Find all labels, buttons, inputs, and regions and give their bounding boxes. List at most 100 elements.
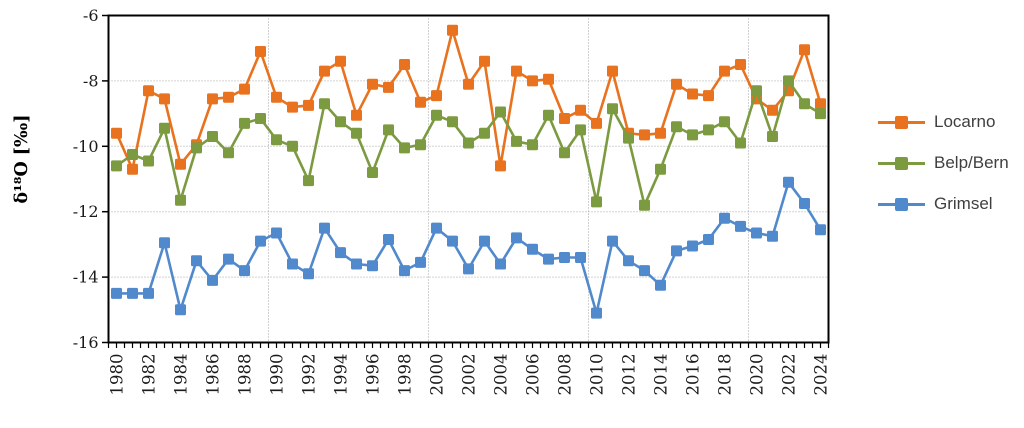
data-point-marker xyxy=(527,243,538,255)
y-tick-label: -12 xyxy=(73,202,99,221)
data-point-marker xyxy=(127,149,138,160)
data-point-marker xyxy=(575,252,586,263)
data-point-marker xyxy=(591,117,602,129)
y-tick-label: -16 xyxy=(73,333,99,352)
x-tick-label: 2000 xyxy=(428,354,447,396)
data-point-marker xyxy=(159,237,170,249)
data-point-marker xyxy=(815,224,826,236)
data-point-marker xyxy=(447,24,458,36)
data-point-marker xyxy=(143,85,154,97)
data-point-marker xyxy=(463,78,474,90)
data-point-marker xyxy=(751,85,762,97)
data-point-marker xyxy=(463,263,474,275)
x-axis-ticks xyxy=(107,342,830,348)
data-point-marker xyxy=(767,104,778,116)
data-point-marker xyxy=(815,108,826,120)
x-tick-label: 2002 xyxy=(460,354,479,396)
data-point-marker xyxy=(239,117,250,129)
data-point-marker xyxy=(447,235,458,247)
data-point-marker xyxy=(271,227,282,239)
data-point-marker xyxy=(335,116,346,128)
data-point-marker xyxy=(495,258,506,270)
data-point-marker xyxy=(703,90,714,102)
legend-item-belp-bern: Belp/Bern xyxy=(878,153,1009,173)
x-tick-label: 2004 xyxy=(492,354,511,396)
gridlines xyxy=(108,15,829,343)
legend: Locarno Belp/Bern Grimsel xyxy=(878,112,1009,235)
x-tick-label: 1994 xyxy=(332,354,351,396)
legend-marker-grimsel-icon xyxy=(878,194,925,214)
x-tick-label: 2016 xyxy=(684,354,703,396)
data-point-marker xyxy=(623,132,634,144)
x-tick-label: 2006 xyxy=(524,354,543,396)
legend-marker-locarno-icon xyxy=(878,112,925,132)
data-point-marker xyxy=(463,137,474,149)
data-point-marker xyxy=(111,127,122,139)
data-point-marker xyxy=(655,279,666,291)
data-point-marker xyxy=(671,78,682,90)
data-point-marker xyxy=(799,44,810,56)
data-point-marker xyxy=(687,240,698,252)
data-point-marker xyxy=(543,253,554,265)
data-point-marker xyxy=(591,196,602,208)
data-point-marker xyxy=(479,55,490,67)
data-point-marker xyxy=(223,253,234,265)
data-point-marker xyxy=(559,252,570,263)
data-point-marker xyxy=(319,222,330,234)
data-point-marker xyxy=(111,287,122,299)
x-tick-label: 1992 xyxy=(300,354,319,396)
data-point-marker xyxy=(127,163,138,175)
data-point-marker xyxy=(719,212,730,224)
y-axis-title: δ¹⁸O [‰] xyxy=(12,114,32,203)
data-point-marker xyxy=(175,194,186,206)
data-point-marker xyxy=(431,222,442,234)
x-tick-label: 2008 xyxy=(556,354,575,396)
data-point-marker xyxy=(431,109,442,121)
data-point-marker xyxy=(287,101,298,113)
x-tick-label: 2010 xyxy=(588,354,607,396)
data-point-marker xyxy=(559,113,570,124)
data-point-marker xyxy=(655,163,666,175)
y-tick-label: -8 xyxy=(83,71,99,90)
data-point-marker xyxy=(143,287,154,299)
x-tick-label: 1990 xyxy=(268,354,287,396)
legend-item-grimsel: Grimsel xyxy=(878,194,1009,214)
data-point-marker xyxy=(351,258,362,270)
data-point-marker xyxy=(495,106,506,118)
data-point-marker xyxy=(111,160,122,172)
data-point-marker xyxy=(783,75,794,87)
data-point-marker xyxy=(703,124,714,136)
data-point-marker xyxy=(175,304,186,316)
data-point-marker xyxy=(271,91,282,103)
plot-border xyxy=(107,14,830,344)
x-tick-label: 1984 xyxy=(172,354,191,396)
data-point-marker xyxy=(719,116,730,128)
legend-label-belp-bern: Belp/Bern xyxy=(934,153,1009,172)
data-point-marker xyxy=(303,99,314,111)
data-point-marker xyxy=(719,65,730,77)
data-point-marker xyxy=(207,93,218,105)
data-point-marker xyxy=(639,265,650,277)
data-point-marker xyxy=(495,160,506,172)
data-point-marker xyxy=(319,65,330,77)
data-point-marker xyxy=(223,147,234,159)
y-tick-label: -10 xyxy=(73,137,99,156)
series-grimsel xyxy=(111,176,826,319)
x-tick-label: 2018 xyxy=(716,354,735,396)
data-point-marker xyxy=(383,234,394,245)
data-point-marker xyxy=(767,131,778,142)
x-tick-label: 1986 xyxy=(204,354,223,396)
data-point-marker xyxy=(351,127,362,139)
data-point-marker xyxy=(607,65,618,77)
y-tick-label: -6 xyxy=(83,6,99,25)
x-tick-label: 1982 xyxy=(140,354,159,396)
x-tick-label: 2024 xyxy=(812,354,831,396)
data-point-marker xyxy=(143,155,154,167)
data-point-marker xyxy=(191,142,202,154)
data-point-marker xyxy=(287,140,298,152)
data-point-marker xyxy=(191,255,202,267)
data-point-marker xyxy=(703,234,714,245)
data-point-marker xyxy=(271,134,282,146)
data-point-marker xyxy=(527,139,538,151)
